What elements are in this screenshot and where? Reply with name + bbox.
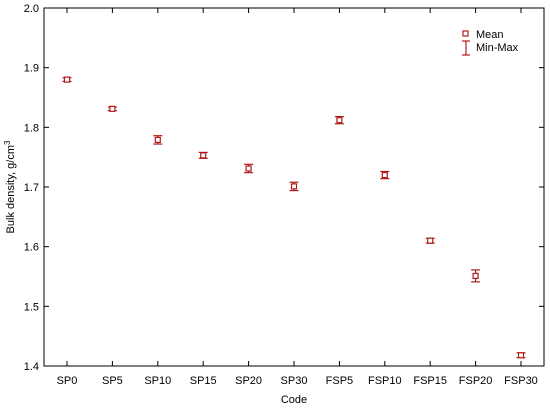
y-tick-label: 1.7 xyxy=(24,182,39,194)
data-point-sp0 xyxy=(62,76,72,83)
mean-marker xyxy=(154,136,161,143)
data-point-fsp10 xyxy=(380,170,390,180)
x-tick-label: FSP5 xyxy=(326,375,354,387)
data-layer xyxy=(62,76,526,359)
data-point-sp30 xyxy=(289,181,299,192)
x-tick-label: SP30 xyxy=(281,375,308,387)
x-tick-label: FSP10 xyxy=(368,375,402,387)
legend: Mean Min-Max xyxy=(462,29,519,56)
mean-marker xyxy=(427,237,434,244)
x-tick-label: SP5 xyxy=(102,375,123,387)
mean-marker xyxy=(290,183,298,190)
mean-marker xyxy=(200,152,207,159)
x-tick-label: SP20 xyxy=(235,375,262,387)
x-tick-label: FSP30 xyxy=(504,375,538,387)
mean-marker xyxy=(109,105,116,112)
legend-minmax-label: Min-Max xyxy=(476,42,519,54)
mean-marker xyxy=(336,117,343,124)
data-point-sp20 xyxy=(244,163,254,174)
x-tick-label: FSP20 xyxy=(459,375,493,387)
x-tick-label: SP10 xyxy=(144,375,171,387)
x-tick-label: SP0 xyxy=(57,375,78,387)
y-axis-label-text: Bulk density, g/cm xyxy=(5,145,17,233)
y-tick-label: 1.5 xyxy=(24,301,39,313)
data-point-sp5 xyxy=(107,105,117,112)
data-point-fsp30 xyxy=(516,352,526,359)
y-axis-label: Bulk density, g/cm3 xyxy=(3,140,17,233)
legend-mean-marker xyxy=(462,30,469,37)
data-point-fsp5 xyxy=(334,115,344,125)
data-point-fsp15 xyxy=(425,237,435,244)
mean-marker xyxy=(381,171,388,179)
y-tick-label: 1.4 xyxy=(24,361,39,373)
data-point-sp10 xyxy=(153,135,163,145)
y-tick-label: 1.6 xyxy=(24,242,39,254)
y-tick-label: 1.8 xyxy=(24,122,39,134)
y-axis: 1.4 1.5 1.6 1.7 1.8 1.9 2.0 xyxy=(24,3,544,373)
data-point-sp15 xyxy=(198,151,208,159)
mean-marker xyxy=(517,352,525,359)
y-tick-label: 1.9 xyxy=(24,63,39,75)
x-axis-label: Code xyxy=(281,394,307,406)
legend-minmax-marker xyxy=(462,40,470,56)
data-point-fsp20 xyxy=(471,269,481,283)
mean-marker xyxy=(245,165,252,172)
legend-mean-label: Mean xyxy=(476,29,504,41)
mean-marker xyxy=(472,272,479,280)
x-tick-label: SP15 xyxy=(190,375,217,387)
x-axis: SP0 SP5 SP10 SP15 SP20 SP30 FSP5 FSP10 FSP15 FSP2… xyxy=(57,8,538,387)
y-axis-label-superscript: 3 xyxy=(3,140,12,145)
x-tick-label: FSP15 xyxy=(413,375,447,387)
y-tick-label: 2.0 xyxy=(24,3,39,15)
mean-marker xyxy=(63,76,71,83)
